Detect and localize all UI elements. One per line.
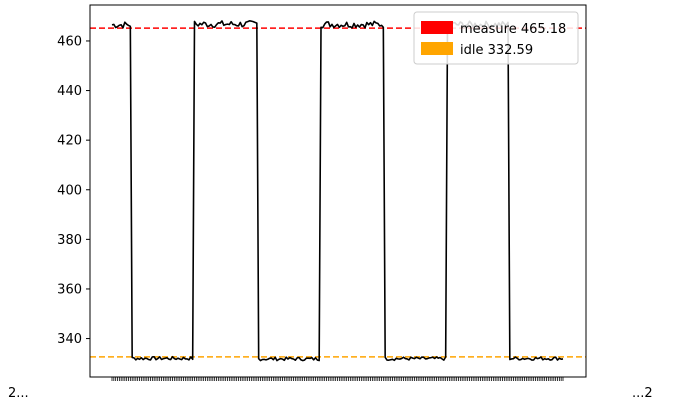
y-tick-label: 380 [57,233,82,248]
plot-background [90,5,586,377]
x-axis-ticks [111,377,564,381]
legend-box [413,11,579,65]
x-tick-label-left: 2... [8,386,29,401]
legend-swatch-measure [421,21,453,34]
y-tick-label: 460 [57,34,82,49]
x-tick-label-right: ...2 [632,386,653,401]
legend-swatch-idle [421,42,453,55]
plot-frame [89,4,587,378]
legend-label-measure: measure 465.18 [460,22,566,37]
y-axis: 340 360 380 400 420 440 460 [57,34,90,347]
y-tick-label: 420 [57,134,82,149]
legend: measure 465.18 idle 332.59 [413,11,579,65]
y-tick-label: 360 [57,282,82,297]
y-tick-label: 340 [57,332,82,347]
y-tick-label: 400 [57,183,82,198]
y-tick-label: 440 [57,84,82,99]
legend-label-idle: idle 332.59 [460,43,533,58]
